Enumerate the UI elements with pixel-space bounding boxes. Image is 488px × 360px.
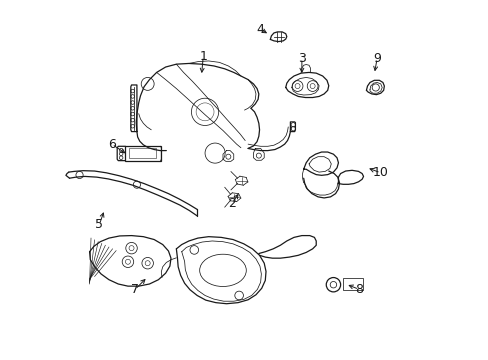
Text: 9: 9	[372, 51, 380, 64]
Text: 1: 1	[199, 50, 207, 63]
Text: 8: 8	[354, 283, 363, 296]
Text: 10: 10	[372, 166, 388, 179]
Text: 4: 4	[256, 23, 264, 36]
Text: 2: 2	[227, 197, 235, 210]
Text: 3: 3	[297, 51, 305, 64]
Text: 6: 6	[108, 138, 116, 150]
Text: 5: 5	[95, 218, 103, 231]
Text: 7: 7	[131, 283, 139, 296]
